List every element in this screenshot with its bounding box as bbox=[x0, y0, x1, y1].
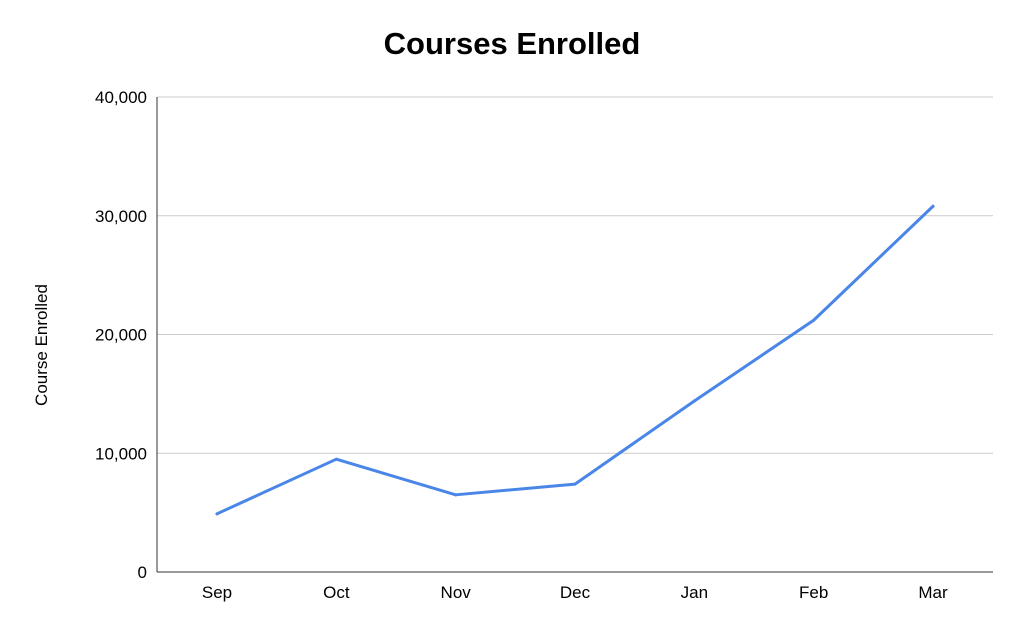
axes bbox=[156, 97, 993, 573]
gridlines bbox=[157, 96, 993, 454]
y-tick-label: 20,000 bbox=[95, 326, 147, 345]
y-tick-label: 10,000 bbox=[95, 444, 147, 463]
series-line bbox=[215, 204, 935, 516]
x-tick-label: Oct bbox=[323, 583, 350, 602]
data-point bbox=[454, 493, 458, 497]
data-point bbox=[573, 482, 577, 486]
y-tick-label: 30,000 bbox=[95, 207, 147, 226]
x-tick-label: Jan bbox=[681, 583, 708, 602]
x-tick-label: Sep bbox=[202, 583, 232, 602]
data-point bbox=[931, 204, 935, 208]
tick-labels: 0 10,000 20,000 30,000 40,000 Sep Oct Nov Dec Jan… bbox=[95, 88, 948, 602]
data-point bbox=[334, 457, 338, 461]
x-tick-label: Feb bbox=[799, 583, 828, 602]
x-tick-label: Nov bbox=[441, 583, 472, 602]
chart-title: Courses Enrolled bbox=[383, 26, 641, 61]
x-tick-label: Mar bbox=[918, 583, 948, 602]
data-point bbox=[692, 399, 696, 403]
x-tick-label: Dec bbox=[560, 583, 591, 602]
data-point bbox=[215, 512, 219, 516]
data-point bbox=[812, 318, 816, 322]
y-tick-label: 0 bbox=[138, 563, 147, 582]
series-lines bbox=[215, 204, 935, 516]
y-tick-label: 40,000 bbox=[95, 88, 147, 107]
y-axis-label: Course Enrolled bbox=[32, 284, 51, 406]
